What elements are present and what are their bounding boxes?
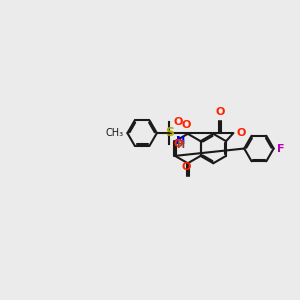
- Text: O: O: [173, 139, 183, 149]
- Text: S: S: [165, 126, 174, 139]
- Text: O: O: [182, 162, 191, 172]
- Text: H: H: [176, 140, 184, 149]
- Text: N: N: [176, 136, 185, 146]
- Text: O: O: [173, 117, 183, 127]
- Text: O: O: [182, 120, 191, 130]
- Text: O: O: [215, 107, 225, 117]
- Text: O: O: [237, 128, 246, 138]
- Text: CH₃: CH₃: [106, 128, 124, 138]
- Text: F: F: [277, 143, 285, 154]
